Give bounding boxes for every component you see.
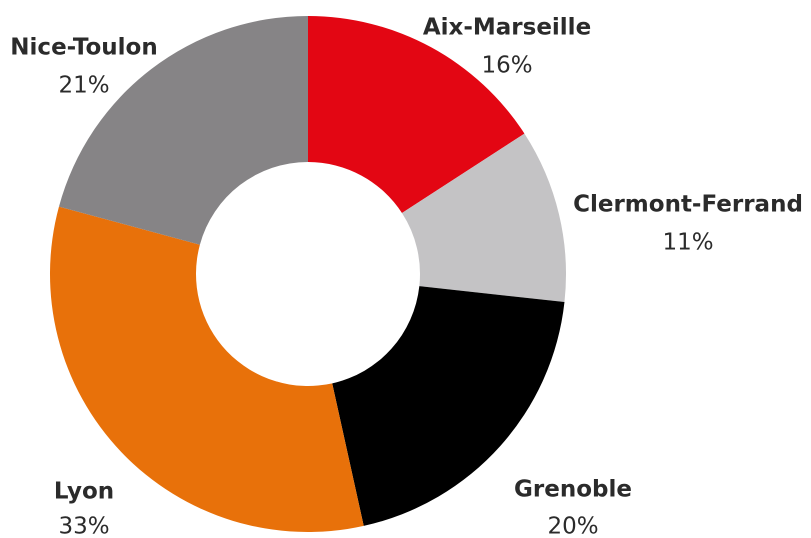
slice bbox=[401, 133, 566, 303]
slice-label: Clermont-Ferrand bbox=[573, 192, 803, 218]
value-label: 11% bbox=[662, 230, 713, 256]
value-label: 20% bbox=[547, 514, 598, 538]
slice-label: Nice-Toulon bbox=[10, 35, 157, 61]
slice bbox=[332, 286, 565, 526]
slice bbox=[308, 16, 525, 214]
value-label: 21% bbox=[58, 73, 109, 99]
value-label: 16% bbox=[481, 53, 532, 79]
value-label: 33% bbox=[58, 514, 109, 538]
slice bbox=[49, 206, 364, 532]
slice-label: Grenoble bbox=[514, 477, 632, 503]
slice bbox=[58, 16, 309, 245]
slice-label: Lyon bbox=[54, 479, 114, 505]
slice-label: Aix-Marseille bbox=[423, 15, 591, 41]
